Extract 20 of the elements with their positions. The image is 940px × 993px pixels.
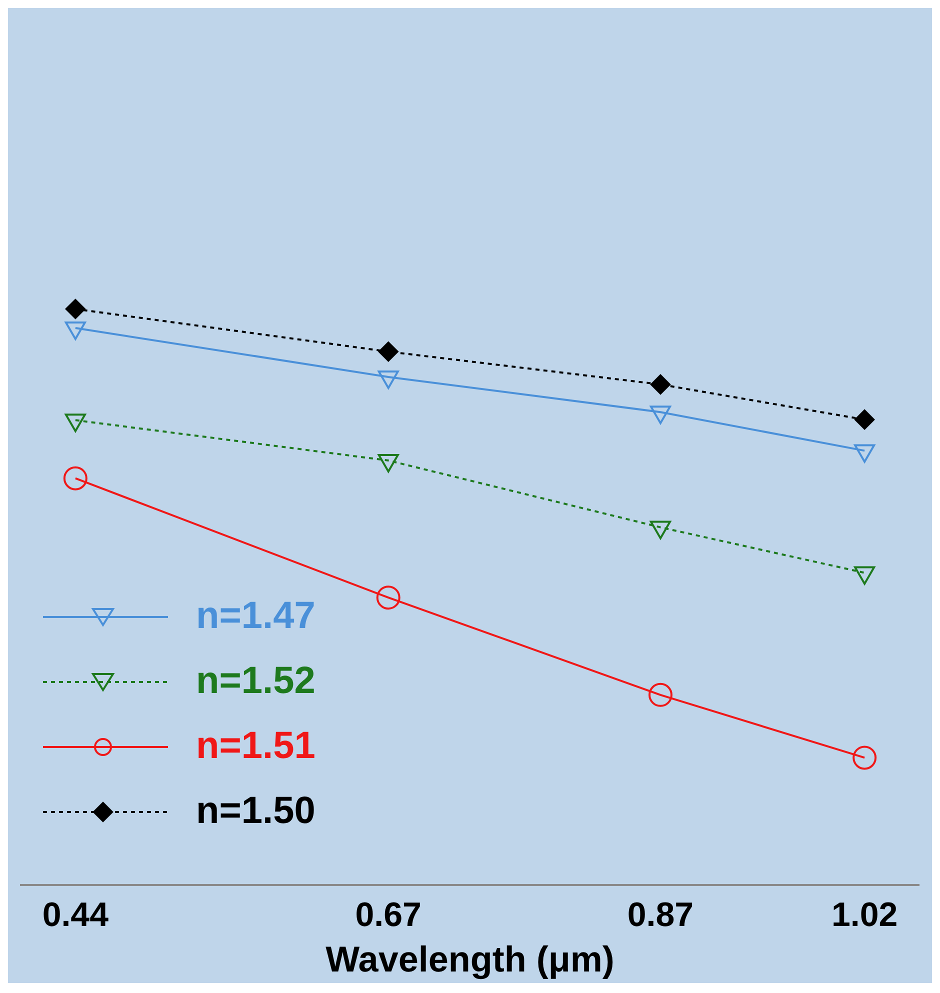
legend-label: n=1.52	[196, 660, 316, 703]
point	[64, 322, 86, 340]
x-tick-label: 0.87	[627, 896, 694, 934]
point	[854, 566, 876, 585]
x-axis-title: Wavelength (μm)	[326, 938, 614, 980]
x-tick-label: 1.02	[831, 896, 898, 934]
point	[378, 454, 399, 472]
point	[854, 444, 876, 463]
point	[648, 682, 672, 707]
point	[378, 370, 399, 389]
x-tick-label: 0.67	[355, 896, 422, 934]
point	[650, 406, 672, 424]
point	[376, 586, 400, 610]
point	[650, 520, 672, 540]
point	[64, 414, 86, 432]
legend-label: n=1.47	[196, 595, 316, 638]
x-tick-label: 0.44	[42, 896, 109, 934]
point	[852, 746, 877, 770]
legend-label: n=1.50	[196, 790, 316, 833]
legend-label: n=1.51	[196, 725, 316, 768]
